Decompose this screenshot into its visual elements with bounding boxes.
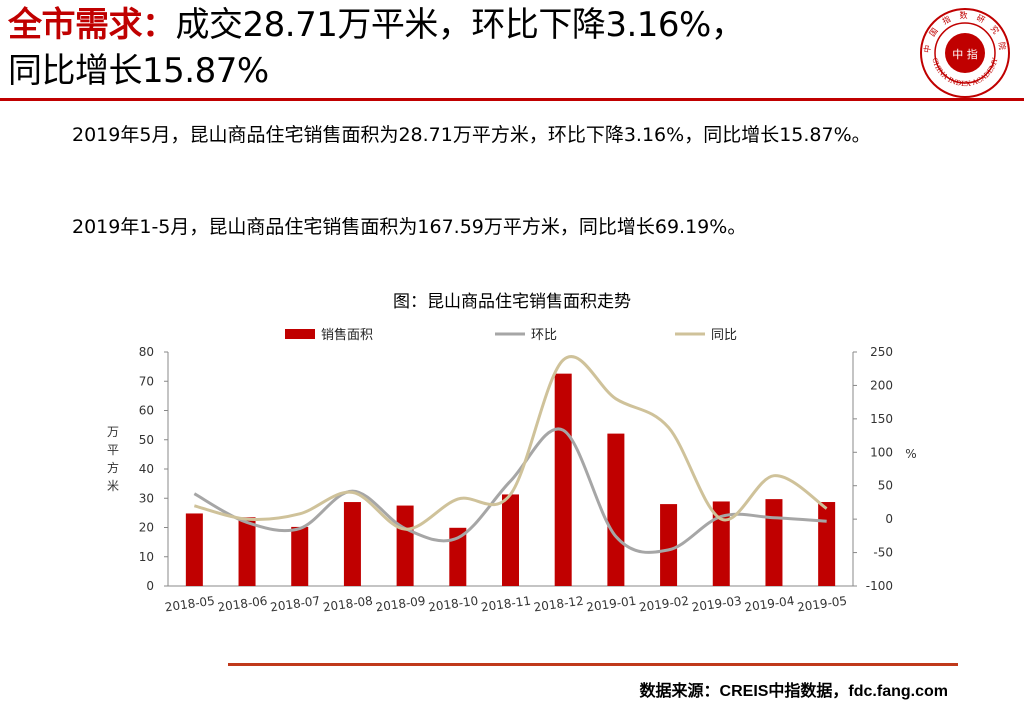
bar xyxy=(712,501,730,586)
bar xyxy=(291,526,309,586)
x-tick-label: 2018-09 xyxy=(375,594,427,615)
y-axis-label-char: 平 xyxy=(107,443,119,457)
title-highlight: 全市需求： xyxy=(8,5,176,45)
title-divider xyxy=(0,98,1024,101)
title-line1-text: 成交28.71万平米，环比下降3.16%， xyxy=(175,5,745,45)
legend-label: 同比 xyxy=(711,328,737,343)
bar xyxy=(185,513,203,586)
y2-tick-label: -100 xyxy=(866,579,893,593)
x-tick-label: 2018-10 xyxy=(427,594,479,615)
y-tick-label: 60 xyxy=(139,404,154,418)
y2-tick-label: 250 xyxy=(870,345,893,359)
y-tick-label: 20 xyxy=(139,521,154,535)
x-tick-label: 2019-04 xyxy=(744,594,796,615)
y2-tick-label: 150 xyxy=(870,412,893,426)
bar xyxy=(396,505,414,586)
bar xyxy=(818,502,836,586)
bar xyxy=(343,502,361,586)
y-axis-label-char: 方 xyxy=(107,460,119,475)
legend-swatch xyxy=(285,329,315,339)
y-axis-label-char: 米 xyxy=(107,479,119,493)
x-tick-label: 2019-02 xyxy=(638,594,690,615)
y-tick-label: 0 xyxy=(146,579,154,593)
y2-axis-label: % xyxy=(905,447,916,461)
bar xyxy=(449,527,467,586)
series-line-yoy xyxy=(193,355,828,531)
y-axis-label-char: 万 xyxy=(107,425,119,439)
y-tick-label: 50 xyxy=(139,433,154,447)
x-tick-label: 2019-05 xyxy=(796,594,848,615)
paragraph-monthly: 2019年5月，昆山商品住宅销售面积为28.71万平方米，环比下降3.16%，同… xyxy=(72,124,871,146)
y-tick-label: 40 xyxy=(139,462,154,476)
bar-series xyxy=(185,373,836,586)
y2-tick-label: 100 xyxy=(870,445,893,459)
y-tick-label: 70 xyxy=(139,374,154,388)
sales-area-chart: 销售面积 环比 同比 0 10 20 30 40 50 60 70 80 -100 -50 0 50 100 1… xyxy=(107,327,917,615)
footer-divider xyxy=(228,663,958,666)
x-tick-label: 2018-12 xyxy=(533,594,585,615)
line-series xyxy=(193,355,828,554)
logo-center-text: 中 指 xyxy=(952,47,978,61)
y-tick-label: 80 xyxy=(139,345,154,359)
y2-tick-label: 50 xyxy=(878,479,893,493)
x-tick-label: 2018-07 xyxy=(269,594,321,615)
x-tick-label: 2019-03 xyxy=(691,594,743,615)
legend-label: 销售面积 xyxy=(321,327,373,343)
paragraph-ytd: 2019年1-5月，昆山商品住宅销售面积为167.59万平方米，同比增长69.1… xyxy=(72,216,747,238)
bar xyxy=(554,373,572,586)
x-tick-label: 2018-05 xyxy=(164,594,216,615)
x-tick-label: 2018-11 xyxy=(480,594,532,615)
y2-tick-label: 200 xyxy=(870,378,893,392)
chart-legend: 销售面积 环比 同比 xyxy=(285,327,737,343)
bar xyxy=(765,499,783,586)
x-tick-label: 2018-08 xyxy=(322,594,374,615)
y2-tick-label: -50 xyxy=(873,546,893,560)
bar xyxy=(502,494,519,586)
x-axis-ticks: 2018-05 2018-06 2018-07 2018-08 2018-09 2018-… xyxy=(164,594,848,615)
y2-tick-label: 0 xyxy=(885,512,893,526)
page-title-line-2: 同比增长15.87% xyxy=(8,51,269,91)
china-index-academy-logo: CHINA INDEX ACADEMY 中 国 指 数 研 究 院 中 指 xyxy=(918,6,1012,100)
legend-label: 环比 xyxy=(531,328,557,343)
data-source: 数据来源：CREIS中指数据，fdc.fang.com xyxy=(639,683,948,700)
bar xyxy=(660,504,678,586)
x-tick-label: 2019-01 xyxy=(586,594,638,615)
bar xyxy=(607,433,625,586)
bar xyxy=(238,517,256,586)
page-title-line-1: 全市需求：成交28.71万平米，环比下降3.16%， xyxy=(8,4,745,46)
chart-title: 图：昆山商品住宅销售面积走势 xyxy=(393,292,631,312)
y-tick-label: 30 xyxy=(139,491,154,505)
x-tick-label: 2018-06 xyxy=(217,594,269,615)
y-tick-label: 10 xyxy=(139,550,154,564)
